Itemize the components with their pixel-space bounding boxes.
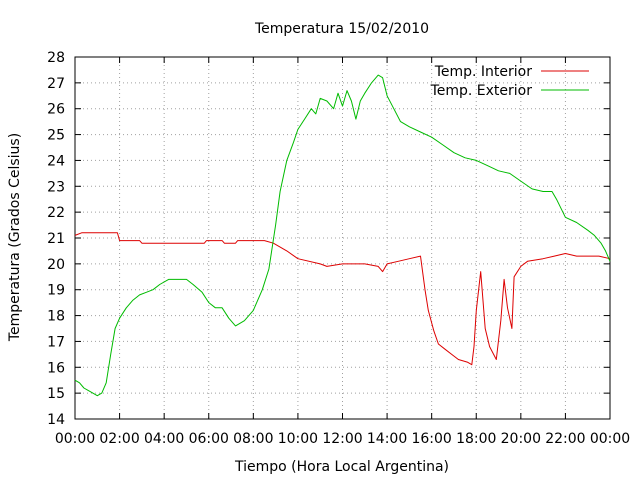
- x-tick-label: 00:00: [590, 431, 630, 447]
- x-tick-label: 12:00: [322, 431, 362, 447]
- y-tick-label: 26: [47, 102, 65, 118]
- y-tick-label: 17: [47, 334, 65, 350]
- legend-label-interior: Temp. Interior: [434, 64, 533, 80]
- x-tick-label: 08:00: [233, 431, 273, 447]
- y-axis-label: Temperatura (Grados Celsius): [7, 133, 23, 342]
- series-line-exterior: [74, 74, 611, 397]
- y-tick-label: 19: [47, 283, 65, 299]
- x-tick-label: 18:00: [456, 431, 496, 447]
- x-axis-label: Tiempo (Hora Local Argentina): [234, 459, 449, 475]
- y-tick-label: 20: [47, 257, 65, 273]
- x-tick-label: 14:00: [367, 431, 407, 447]
- legend: Temp. Interior Temp. Exterior: [430, 64, 589, 99]
- y-tick-label: 21: [47, 231, 65, 247]
- y-tick-label: 28: [47, 50, 65, 66]
- legend-label-exterior: Temp. Exterior: [430, 83, 533, 99]
- grid-lines: [75, 57, 610, 419]
- chart-title: Temperatura 15/02/2010: [254, 21, 429, 37]
- y-tick-label: 15: [47, 386, 65, 402]
- x-tick-label: 20:00: [501, 431, 541, 447]
- y-tick-label: 27: [47, 76, 65, 92]
- series-line-interior: [74, 232, 611, 366]
- x-tick-label: 00:00: [55, 431, 95, 447]
- y-tick-label: 24: [47, 153, 65, 169]
- x-tick-label: 10:00: [278, 431, 318, 447]
- x-tick-label: 16:00: [411, 431, 451, 447]
- y-tick-label: 16: [47, 360, 65, 376]
- series-layer: [74, 74, 611, 397]
- y-tick-label: 25: [47, 128, 65, 144]
- x-tick-label: 06:00: [189, 431, 229, 447]
- x-tick-label: 22:00: [545, 431, 585, 447]
- y-tick-label: 14: [47, 412, 65, 428]
- x-tick-label: 02:00: [99, 431, 139, 447]
- y-tick-label: 23: [47, 179, 65, 195]
- y-tick-label: 22: [47, 205, 65, 221]
- y-tick-label: 18: [47, 309, 65, 325]
- x-tick-label: 04:00: [144, 431, 184, 447]
